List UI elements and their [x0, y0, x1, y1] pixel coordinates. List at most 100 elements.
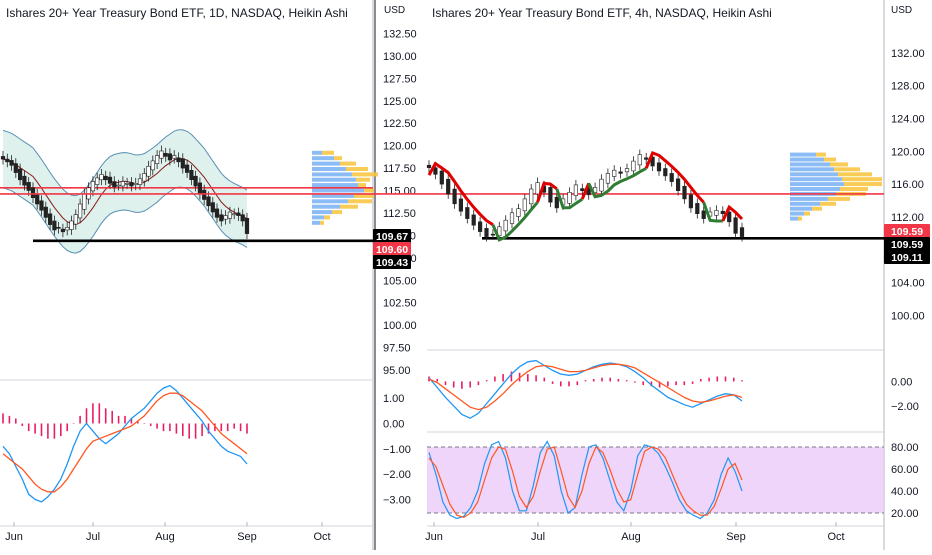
right-signal-line: [428, 363, 743, 411]
left-macd-tick: −3.00: [383, 494, 411, 506]
right-macd-histogram-bar: [658, 381, 661, 388]
right-candle-body: [688, 194, 693, 209]
right-macd-histogram-bar: [700, 379, 702, 382]
stochastic-tick: 60.00: [891, 464, 919, 476]
left-macd-histogram-bar: [34, 423, 36, 434]
left-macd-histogram-bar: [47, 423, 49, 439]
left-candle-body: [17, 168, 23, 181]
right-volume-profile-bar: [790, 216, 798, 221]
right-macd-histogram-bar: [642, 381, 644, 386]
left-candle-body: [90, 181, 95, 192]
left-candle-body: [142, 173, 147, 182]
left-volume-profile-bar: [346, 167, 368, 171]
stochastic-tick: 20.00: [891, 508, 919, 520]
stochastic-k-line: [428, 440, 743, 520]
left-price-tick: 120.00: [383, 141, 417, 153]
right-volume-profile-bar: [828, 196, 850, 201]
right-price-label: 109.11: [891, 252, 923, 264]
left-volume-profile-bar: [312, 183, 358, 188]
left-price-label-bg: [373, 255, 411, 269]
left-macd-histogram-bar: [137, 421, 139, 424]
left-price-label: 109.43: [376, 257, 408, 269]
left-candle-body: [13, 163, 18, 173]
left-candle-body: [0, 156, 6, 160]
left-macd-histogram-bar: [182, 423, 184, 437]
left-volume-profile-bar: [312, 199, 348, 204]
left-candle-body: [125, 183, 130, 185]
right-macd-histogram-bar: [477, 381, 480, 386]
left-candle-body: [146, 166, 151, 177]
left-candle-body: [210, 202, 215, 213]
right-macd-histogram-bar: [543, 377, 546, 382]
left-macd-histogram-bar: [124, 415, 126, 424]
left-candle-body: [30, 187, 36, 199]
left-candle-body: [133, 183, 138, 185]
right-price-tick: 124.00: [891, 114, 925, 126]
right-candle-body: [433, 167, 438, 175]
left-macd-histogram-bar: [188, 423, 190, 439]
left-candle-body: [103, 175, 108, 181]
right-candle-body: [426, 164, 432, 168]
right-macd-histogram-bar: [535, 375, 537, 382]
left-price-tick: 127.50: [383, 73, 417, 85]
right-macd-histogram-bar: [741, 380, 743, 382]
left-price-tick: 102.50: [383, 298, 417, 310]
right-price-tick: 128.00: [891, 81, 925, 93]
stochastic-tick: 80.00: [891, 442, 919, 454]
right-macd-histogram-bar: [452, 381, 455, 388]
right-volume-profile-bar: [840, 187, 868, 191]
left-volume-profile-bar: [312, 167, 346, 171]
right-volume-profile-bar: [790, 187, 840, 191]
left-time-tick: Jun: [5, 531, 23, 543]
right-candle-body: [484, 228, 489, 237]
right-chart: 132.00128.00124.00120.00116.00112.00108.…: [0, 48, 930, 543]
right-macd-histogram-bar: [461, 381, 463, 389]
right-time-tick: Jun: [425, 531, 443, 543]
left-candle-body: [189, 170, 194, 181]
right-macd-histogram-bar: [667, 381, 669, 387]
left-macd-histogram-bar: [40, 423, 43, 437]
left-price-tick: 132.50: [383, 29, 417, 41]
left-candle-body: [185, 164, 190, 173]
trailing-stop-line: [536, 181, 558, 203]
left-price-tick: 117.50: [383, 163, 416, 175]
right-candle-body: [522, 198, 527, 212]
left-candle-body: [39, 200, 44, 211]
left-candle-body: [47, 213, 53, 225]
right-volume-profile-bar: [798, 216, 802, 221]
left-macd-histogram-bar: [239, 423, 242, 432]
left-macd-tick: 1.00: [383, 393, 404, 405]
right-candle-body: [733, 217, 738, 234]
right-volume-profile-bar: [824, 157, 836, 162]
left-volume-profile-bar: [364, 188, 374, 193]
left-chart-pane[interactable]: [0, 0, 374, 550]
right-candle-body: [516, 208, 521, 217]
right-candle-body: [554, 196, 559, 209]
left-price-label: 109.60: [376, 244, 408, 256]
right-volume-profile-bar: [790, 182, 844, 187]
right-volume-profile-bar: [830, 162, 848, 167]
left-volume-profile-bar: [312, 220, 320, 225]
left-candle-body: [167, 153, 173, 161]
right-volume-profile-bar: [790, 201, 820, 206]
left-price-tick: 125.00: [383, 96, 417, 108]
left-volume-profile-bar: [356, 177, 370, 182]
right-macd-histogram-bar: [733, 377, 735, 382]
trailing-stop-line: [721, 204, 744, 222]
left-chart-title: Ishares 20+ Year Treasury Bond ETF, 1D, …: [6, 6, 348, 20]
right-candle-body: [739, 227, 745, 237]
right-macd-histogram-bar: [691, 381, 694, 384]
stochastic-tick: 40.00: [891, 486, 919, 498]
right-candle-body: [458, 198, 464, 212]
right-macd-histogram-bar: [576, 381, 579, 386]
left-price-label-bg: [373, 242, 411, 256]
right-macd-histogram-bar: [469, 381, 471, 388]
right-candle-body: [663, 168, 668, 177]
left-volume-profile-bar: [312, 210, 332, 215]
left-macd-histogram-bar: [201, 423, 203, 437]
left-candle-body: [240, 214, 245, 222]
left-candle-body: [193, 175, 198, 187]
left-macd-histogram-bar: [2, 413, 4, 424]
left-macd-tick: 0.00: [383, 419, 404, 431]
